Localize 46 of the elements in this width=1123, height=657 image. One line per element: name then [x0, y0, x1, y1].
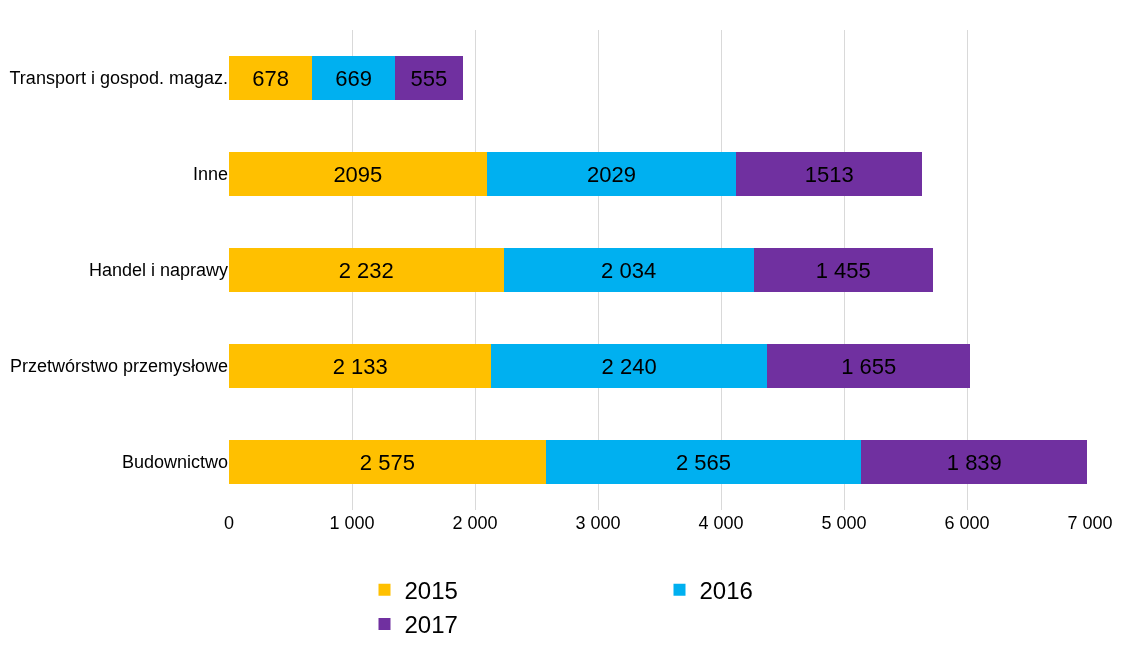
- data-label: 2 034: [601, 257, 657, 283]
- y-tick-label: Budownictwo: [121, 452, 228, 473]
- data-label: 2095: [333, 161, 383, 187]
- data-label: 2 565: [675, 449, 732, 475]
- x-tick-label: 5 000: [821, 513, 867, 533]
- bar: [736, 152, 923, 196]
- bar: [491, 344, 767, 388]
- bar: [229, 56, 313, 100]
- bar: [394, 56, 463, 100]
- bar: [229, 344, 492, 388]
- x-tick-label: 2 000: [452, 513, 498, 533]
- x-tick-label: 7 000: [1067, 513, 1113, 533]
- data-label: 2 240: [601, 353, 657, 379]
- y-tick-label: Transport i gospod. magaz.: [9, 68, 228, 89]
- y-tick-label: Handel i naprawy: [88, 260, 228, 281]
- y-tick-label: Przetwórstwo przemysłowe: [9, 356, 228, 377]
- data-label: 1 839: [946, 449, 1002, 475]
- legend-label: 2015: [404, 577, 458, 605]
- x-tick-label: 3 000: [575, 513, 621, 533]
- x-tick-label: 1 000: [329, 513, 375, 533]
- bar: [229, 440, 546, 484]
- bar: [229, 152, 487, 196]
- bar: [486, 152, 737, 196]
- bar: [766, 344, 971, 388]
- data-label: 678: [252, 65, 290, 91]
- bar: [545, 440, 862, 484]
- data-label: 2 575: [359, 449, 415, 475]
- data-label: 1 455: [815, 257, 871, 283]
- data-label: 1 655: [841, 353, 897, 379]
- legend-label: 2016: [699, 577, 753, 605]
- x-tick-label: 0: [223, 513, 235, 533]
- bar: [229, 248, 504, 292]
- data-label: 1513: [804, 161, 854, 187]
- bar: [753, 248, 933, 292]
- data-label: 555: [410, 65, 448, 91]
- data-label: 2029: [586, 161, 636, 187]
- data-label: 2 133: [332, 353, 388, 379]
- data-label: 2 232: [338, 257, 394, 283]
- bar: [503, 248, 754, 292]
- x-tick-label: 4 000: [698, 513, 744, 533]
- bar: [312, 56, 395, 100]
- bar: [861, 440, 1088, 484]
- legend-label: 2017: [404, 611, 458, 639]
- x-tick-label: 6 000: [944, 513, 990, 533]
- y-tick-label: Inne: [192, 164, 228, 185]
- data-label: 669: [335, 65, 372, 91]
